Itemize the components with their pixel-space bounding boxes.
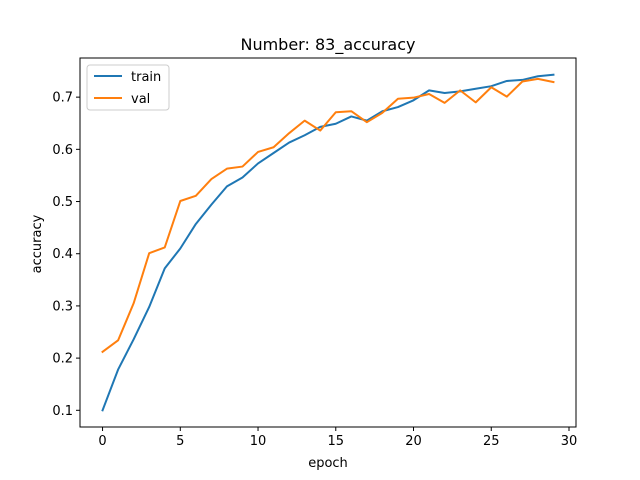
x-tick-label: 30 [561,434,578,449]
y-tick-label: 0.2 [52,352,73,367]
y-tick-label: 0.1 [52,404,73,419]
x-tick-label: 25 [483,434,500,449]
series-line-train [101,73,555,412]
x-tick-label: 20 [405,434,422,449]
y-tick-label: 0.7 [52,91,73,106]
legend-label-train: train [131,70,161,85]
chart-title: Number: 83_accuracy [240,35,415,55]
y-tick-label: 0.3 [52,299,73,314]
legend-label-val: val [131,92,150,107]
y-tick-label: 0.4 [52,247,73,262]
plot-area: 0 5 10 15 20 25 30 0.1 0.2 0.3 0.4 0.5 0.6 0.7 [52,57,578,449]
y-axis-label: accuracy [30,214,45,273]
x-tick-label: 15 [328,434,345,449]
x-tick-label: 0 [98,434,106,449]
x-tick-label: 5 [176,434,184,449]
x-axis-label: epoch [308,456,348,471]
series-line-val [101,77,555,354]
x-tick-label: 10 [250,434,267,449]
axes-frame [79,57,577,428]
y-tick-label: 0.5 [52,195,73,210]
legend: train val [86,64,170,111]
y-tick-label: 0.6 [52,143,73,158]
